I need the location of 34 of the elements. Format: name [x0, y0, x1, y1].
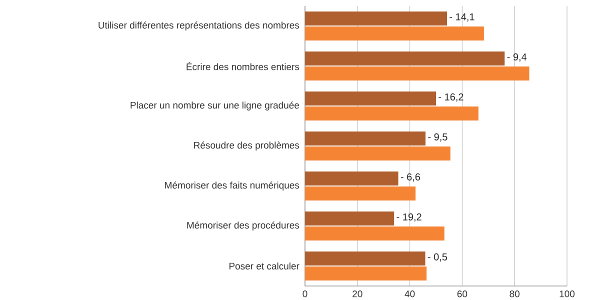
- bar: [305, 212, 394, 226]
- annotation: - 19,2: [396, 213, 422, 222]
- bar: [305, 26, 484, 41]
- x-tick-label: 0: [302, 290, 308, 298]
- bar: [305, 52, 505, 66]
- y-tick-label: Placer un nombre sur une ligne graduée: [130, 102, 300, 110]
- bar: [305, 106, 478, 120]
- bar: [305, 226, 444, 240]
- bar: [305, 12, 448, 26]
- y-tick-label: Utiliser différentes représentations des nombres: [98, 22, 300, 30]
- x-tick-label: 60: [457, 290, 468, 298]
- y-tick-label: Résoudre des problèmes: [194, 142, 300, 150]
- x-tick-label: 100: [560, 290, 575, 298]
- annotation: - 14,1: [450, 13, 474, 22]
- annotation: - 9,4: [507, 53, 527, 62]
- y-tick-label: Écrire des nombres entiers: [186, 62, 300, 70]
- annotation: - 6,6: [400, 173, 420, 182]
- x-tick-label: 20: [352, 290, 362, 298]
- x-tick-label: 80: [510, 290, 520, 298]
- x-tick-label: 40: [404, 290, 415, 298]
- y-tick-label: Poser et calculer: [229, 262, 300, 270]
- bar: [305, 186, 416, 200]
- bar: [305, 146, 450, 160]
- y-tick-label: Mémoriser des procédures: [187, 222, 300, 230]
- bar: [305, 132, 426, 146]
- y-tick-label: Mémoriser des faits numériques: [165, 182, 300, 190]
- annotation: - 9,5: [428, 133, 448, 142]
- bar: [305, 66, 530, 81]
- annotation: - 16,2: [438, 93, 464, 102]
- bar: [305, 252, 426, 266]
- bar: [305, 266, 427, 280]
- bar: [305, 92, 436, 106]
- bar: [305, 172, 398, 186]
- annotation: - 0,5: [428, 253, 448, 262]
